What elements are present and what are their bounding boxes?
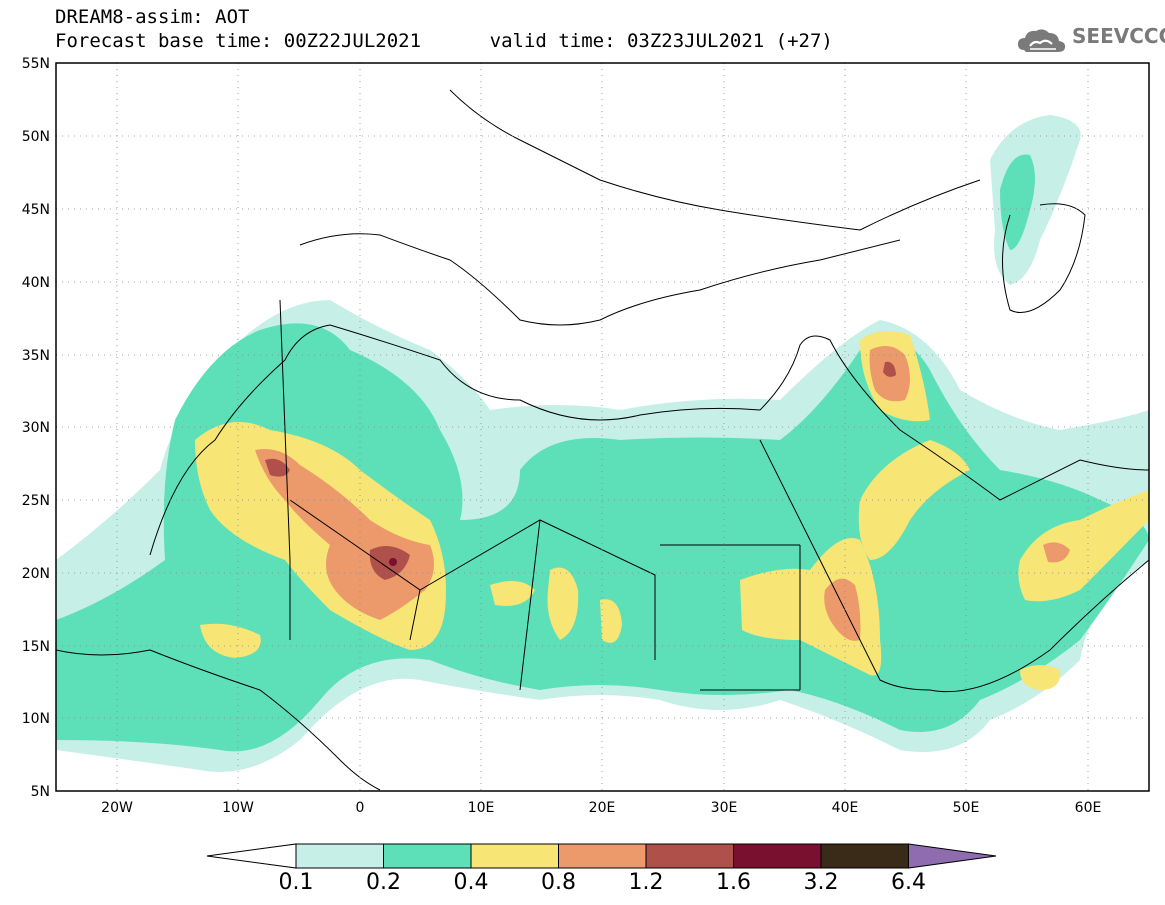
lat-tick-label: 45N — [22, 202, 50, 218]
lat-tick-label: 25N — [22, 493, 50, 509]
cloud-logo-icon — [1018, 29, 1066, 52]
aot-band-1.2 — [265, 458, 290, 477]
colorbar-label: 0.4 — [453, 870, 489, 895]
colorbar-label: 6.4 — [891, 870, 926, 895]
aot-band-0.4 — [490, 581, 535, 606]
aot-band-1.2 — [883, 361, 896, 377]
aot-band-1.6 — [389, 558, 397, 566]
colorbar-label: 1.6 — [716, 870, 751, 895]
colorbar-label: 0.2 — [366, 870, 401, 895]
colorbar-lower-arrow — [206, 843, 297, 869]
lat-tick-label: 50N — [22, 129, 50, 145]
colorbar-swatch — [383, 843, 472, 869]
colorbar-swatch — [558, 843, 647, 869]
colorbar-swatch — [733, 843, 822, 869]
aot-band-0.8 — [824, 578, 861, 641]
colorbar-upper-arrow — [908, 843, 997, 869]
lat-tick-label: 20N — [22, 566, 50, 582]
lat-tick-label: 35N — [22, 348, 50, 364]
colorbar-swatch — [645, 843, 734, 869]
aot-band-0.8 — [1043, 542, 1070, 563]
lon-tick-label: 60E — [1075, 800, 1102, 816]
lat-tick-label: 15N — [22, 639, 50, 655]
lon-tick-label: 30E — [711, 800, 738, 816]
lon-axis: 20W 10W 0 10E 20E 30E 40E 50E 60E — [101, 800, 1101, 816]
aot-band-0.4 — [1020, 665, 1061, 690]
lat-axis: 55N 50N 45N 40N 35N 30N 25N 20N 15N 10N … — [22, 56, 50, 800]
colorbar-label: 0.8 — [541, 870, 576, 895]
lat-tick-label: 30N — [22, 420, 50, 436]
lat-tick-label: 55N — [22, 56, 50, 72]
aot-band-0.4 — [740, 538, 882, 676]
aot-band-0.2 — [1000, 154, 1035, 250]
lon-tick-label: 0 — [356, 800, 365, 816]
aot-band-0.4 — [547, 567, 579, 640]
lon-tick-label: 20E — [589, 800, 616, 816]
lon-tick-label: 50E — [953, 800, 980, 816]
forecast-time-line: Forecast base time: 00Z22JUL2021 valid t… — [55, 30, 833, 52]
aot-band-0.4 — [600, 599, 622, 643]
lon-tick-label: 40E — [832, 800, 859, 816]
grid-lines — [56, 63, 1149, 791]
map-frame — [55, 62, 1150, 792]
colorbar-swatch — [820, 843, 909, 869]
lon-tick-label: 10W — [222, 800, 254, 816]
aot-contours — [56, 115, 1149, 772]
colorbar-swatch — [295, 843, 384, 869]
logo-text: SEEVCCC — [1072, 24, 1165, 48]
colorbar-label: 1.2 — [628, 870, 664, 895]
colorbar-swatch — [470, 843, 559, 869]
lon-tick-label: 10E — [468, 800, 495, 816]
aot-band-0.4 — [200, 623, 261, 658]
lat-tick-label: 5N — [31, 784, 50, 800]
map-title: DREAM8-assim: AOT — [55, 6, 250, 28]
lat-tick-label: 40N — [22, 275, 50, 291]
aot-band-0.4 — [1018, 490, 1149, 602]
colorbar — [206, 843, 997, 869]
coastlines — [56, 89, 1149, 791]
lat-tick-label: 10N — [22, 711, 50, 727]
lon-tick-label: 20W — [101, 800, 133, 816]
colorbar-label: 0.1 — [278, 870, 314, 895]
colorbar-label: 3.2 — [803, 870, 839, 895]
